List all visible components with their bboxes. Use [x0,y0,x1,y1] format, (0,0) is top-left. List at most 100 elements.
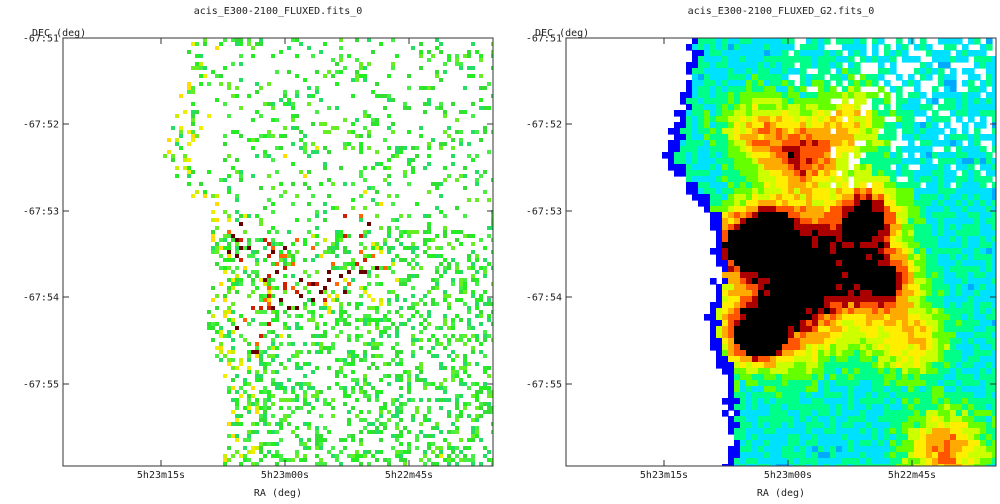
count-pixel [487,366,491,370]
smoothed-pixel [728,38,735,45]
count-pixel [423,326,427,330]
smoothed-pixel [812,338,819,345]
smoothed-pixel [764,80,771,87]
smoothed-pixel [896,242,903,249]
smoothed-pixel [806,182,813,189]
smoothed-pixel [788,254,795,261]
smoothed-pixel [878,362,885,369]
smoothed-pixel [692,146,699,153]
smoothed-pixel [770,428,777,435]
count-pixel [459,334,463,338]
count-pixel [227,250,231,254]
smoothed-pixel [824,434,831,441]
smoothed-pixel [764,350,771,357]
smoothed-pixel [728,200,735,207]
smoothed-pixel [920,200,927,207]
count-pixel [415,154,419,158]
count-pixel [371,430,375,434]
count-pixel [327,106,331,110]
smoothed-pixel [752,344,759,351]
count-pixel [471,418,475,422]
smoothed-pixel [668,158,675,165]
smoothed-pixel [776,260,783,267]
smoothed-pixel [860,122,867,129]
count-pixel [443,130,447,134]
count-pixel [367,306,371,310]
count-pixel [243,266,247,270]
smoothed-pixel [878,416,885,423]
smoothed-pixel [896,98,903,105]
count-pixel [271,226,275,230]
smoothed-pixel [890,332,897,339]
count-pixel [435,106,439,110]
smoothed-pixel [860,80,867,87]
smoothed-pixel [986,374,993,381]
count-pixel [215,246,219,250]
smoothed-pixel [866,290,873,297]
smoothed-pixel [824,236,831,243]
smoothed-pixel [698,146,705,153]
smoothed-pixel [746,266,753,273]
count-pixel [359,150,363,154]
count-pixel [355,334,359,338]
count-pixel [415,302,419,306]
smoothed-pixel [968,164,975,171]
smoothed-pixel [950,194,957,201]
smoothed-pixel [674,146,681,153]
smoothed-pixel [956,92,963,99]
count-pixel [379,298,383,302]
smoothed-pixel [698,158,705,165]
smoothed-pixel [860,128,867,135]
smoothed-pixel [764,176,771,183]
count-pixel [467,310,471,314]
count-pixel [291,106,295,110]
smoothed-pixel [782,236,789,243]
smoothed-pixel [788,140,795,147]
smoothed-pixel [746,350,753,357]
count-pixel [287,70,291,74]
smoothed-pixel [740,56,747,63]
smoothed-pixel [926,344,933,351]
smoothed-pixel [884,44,891,51]
smoothed-pixel [752,98,759,105]
smoothed-pixel [902,110,909,117]
smoothed-pixel [794,428,801,435]
smoothed-pixel [782,344,789,351]
count-pixel [287,378,291,382]
smoothed-pixel [722,170,729,177]
smoothed-pixel [710,74,717,81]
smoothed-pixel [770,182,777,189]
smoothed-pixel [728,326,735,333]
smoothed-pixel [914,146,921,153]
smoothed-pixel [728,140,735,147]
smoothed-pixel [854,368,861,375]
count-pixel [407,162,411,166]
count-pixel [351,362,355,366]
smoothed-pixel [704,86,711,93]
count-pixel [315,146,319,150]
smoothed-pixel [926,146,933,153]
smoothed-pixel [950,428,957,435]
smoothed-pixel [896,260,903,267]
smoothed-pixel [800,62,807,69]
count-pixel [195,66,199,70]
smoothed-pixel [878,38,885,45]
smoothed-pixel [962,212,969,219]
count-pixel [263,134,267,138]
count-pixel [235,278,239,282]
smoothed-pixel [674,128,681,135]
count-pixel [335,246,339,250]
count-pixel [259,446,263,450]
smoothed-pixel [686,152,693,159]
count-pixel [383,330,387,334]
smoothed-pixel [728,356,735,363]
smoothed-pixel [818,260,825,267]
count-pixel [363,454,367,458]
count-pixel [439,146,443,150]
smoothed-pixel [812,302,819,309]
smoothed-pixel [788,278,795,285]
count-pixel [347,418,351,422]
count-pixel [439,210,443,214]
smoothed-pixel [908,344,915,351]
count-pixel [375,242,379,246]
